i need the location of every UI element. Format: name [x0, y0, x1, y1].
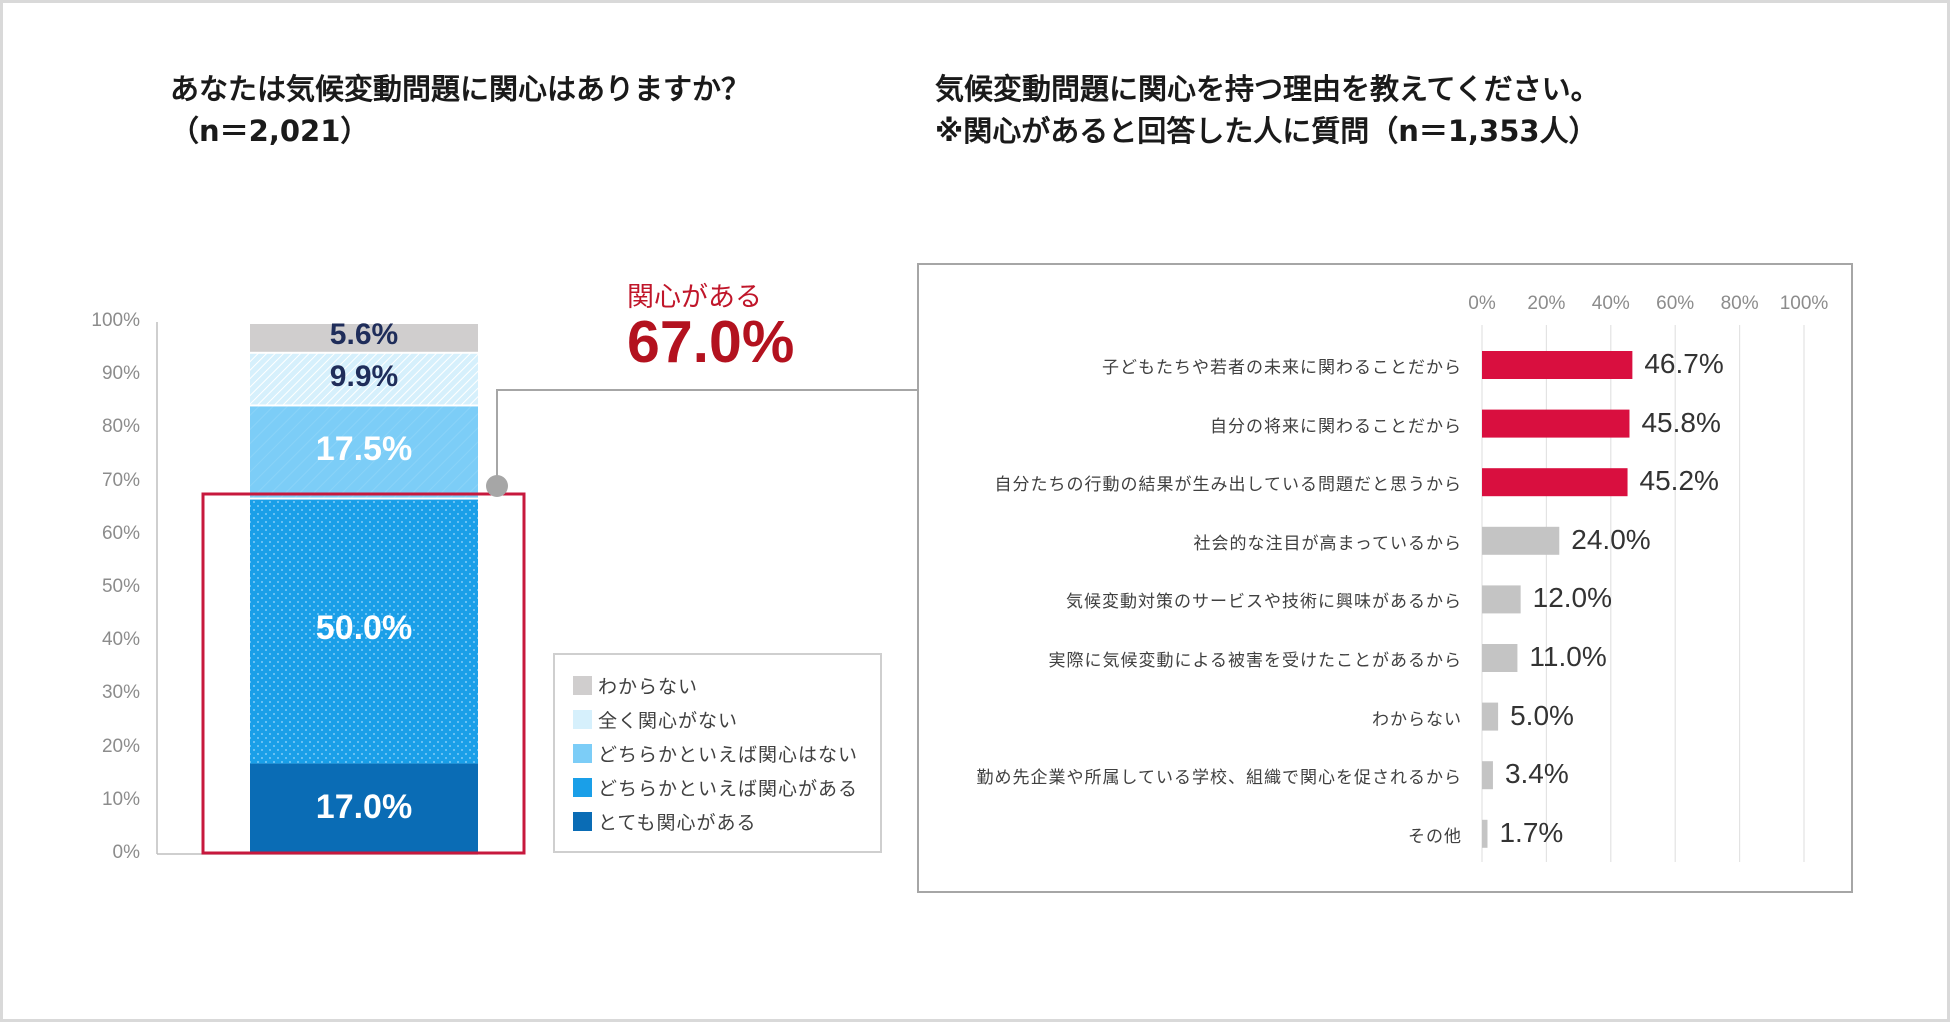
reason-category-label: 自分の将来に関わることだから [1210, 416, 1462, 437]
callout-connector [496, 389, 917, 486]
reason-category-label: 自分たちの行動の結果が生み出している問題だと思うから [994, 475, 1462, 496]
y-tick-label: 100% [91, 310, 140, 331]
reason-bar [1482, 468, 1628, 497]
legend-label: どちらかといえば関心がある [598, 778, 859, 800]
stack-segment [250, 353, 478, 405]
reason-bar [1482, 761, 1493, 790]
y-tick-label: 30% [101, 682, 140, 704]
legend-item-somewhat-not: どちらかといえば関心はない [573, 740, 858, 766]
y-tick-label: 90% [101, 363, 140, 385]
legend-label: どちらかといえば関心はない [598, 744, 859, 766]
x-tick-label: 80% [1720, 293, 1759, 314]
segment-value-label: 5.6% [329, 318, 399, 352]
y-tick-label: 20% [101, 735, 140, 757]
segment-value-label: 17.0% [315, 787, 413, 826]
reason-bar [1482, 351, 1633, 379]
x-tick-label: 0% [1468, 293, 1496, 314]
x-tick-label: 20% [1527, 293, 1566, 314]
reason-category-label: その他 [1408, 826, 1462, 847]
reasons-chart-box [917, 263, 1853, 893]
segment-value-label: 50.0% [315, 609, 413, 648]
x-tick-label: 60% [1656, 293, 1695, 314]
stack-segment [250, 324, 478, 352]
reason-value-label: 12.0% [1532, 582, 1613, 614]
y-tick-label: 10% [101, 788, 140, 810]
y-tick-label: 0% [112, 842, 140, 863]
reason-category-label: 社会的な注目が高まっているから [1193, 533, 1462, 554]
highlight-box [201, 492, 526, 855]
y-tick-label: 40% [101, 629, 140, 651]
legend-item-not-at-all: 全く関心がない [573, 706, 738, 732]
legend-label: 全く関心がない [598, 710, 739, 732]
y-tick-label: 70% [101, 469, 140, 491]
callout-label: 関心がある [627, 282, 762, 313]
segment-value-label: 17.5% [315, 429, 413, 468]
callout-value: 67.0% [627, 309, 795, 375]
right-title-note: ※関心があると回答した人に質問（n＝1,353人） [935, 114, 1598, 148]
stack-segment [250, 406, 478, 498]
stack-segment [250, 499, 478, 764]
reason-value-label: 45.8% [1641, 406, 1721, 438]
reason-category-label: 子どもたちや若者の未来に関わることだから [1102, 358, 1462, 378]
y-tick-label: 80% [101, 416, 140, 438]
reason-category-label: わからない [1372, 709, 1462, 730]
reason-bar [1482, 644, 1518, 672]
reason-value-label: 1.7% [1499, 816, 1564, 848]
reason-value-label: 5.0% [1510, 699, 1574, 731]
right-title: 気候変動問題に関心を持つ理由を教えてください。 [935, 72, 1600, 106]
y-tick-label: 60% [101, 522, 140, 544]
segment-value-label: 9.9% [329, 359, 399, 393]
reason-value-label: 46.7% [1644, 348, 1724, 379]
stack-segment [250, 763, 478, 854]
reason-bar [1482, 526, 1560, 555]
reason-category-label: 実際に気候変動による被害を受けたことがあるから [1048, 651, 1462, 671]
legend-swatch [573, 744, 592, 763]
legend: わからない 全く関心がない どちらかといえば関心はない どちらかといえば関心があ… [553, 653, 882, 853]
left-title-n: （n＝2,021） [170, 114, 370, 148]
x-tick-label: 40% [1591, 293, 1630, 314]
reason-bar [1482, 585, 1521, 614]
left-title: あなたは気候変動問題に関心はありますか？ [170, 72, 751, 106]
connector-dot [486, 475, 508, 497]
reason-bar [1482, 409, 1630, 438]
reason-bar [1482, 819, 1488, 848]
legend-swatch [573, 676, 592, 695]
reason-value-label: 11.0% [1529, 641, 1607, 672]
legend-item-wakaranai: わからない [573, 672, 698, 698]
reason-bar [1482, 702, 1499, 731]
legend-item-very: とても関心がある [573, 808, 756, 834]
reason-category-label: 勤め先企業や所属している学校、組織で関心を促されるから [976, 768, 1462, 789]
legend-item-somewhat: どちらかといえば関心がある [573, 774, 858, 800]
reason-category-label: 気候変動対策のサービスや技術に興味があるから [1066, 592, 1462, 613]
reason-value-label: 45.2% [1639, 465, 1719, 497]
legend-swatch [573, 778, 592, 797]
legend-label: とても関心がある [598, 812, 757, 834]
x-tick-label: 100% [1779, 293, 1829, 314]
y-tick-label: 50% [101, 576, 140, 597]
legend-swatch [573, 710, 592, 729]
legend-label: わからない [598, 676, 699, 698]
reason-value-label: 3.4% [1504, 758, 1569, 790]
legend-swatch [573, 812, 592, 831]
reason-value-label: 24.0% [1571, 523, 1651, 555]
